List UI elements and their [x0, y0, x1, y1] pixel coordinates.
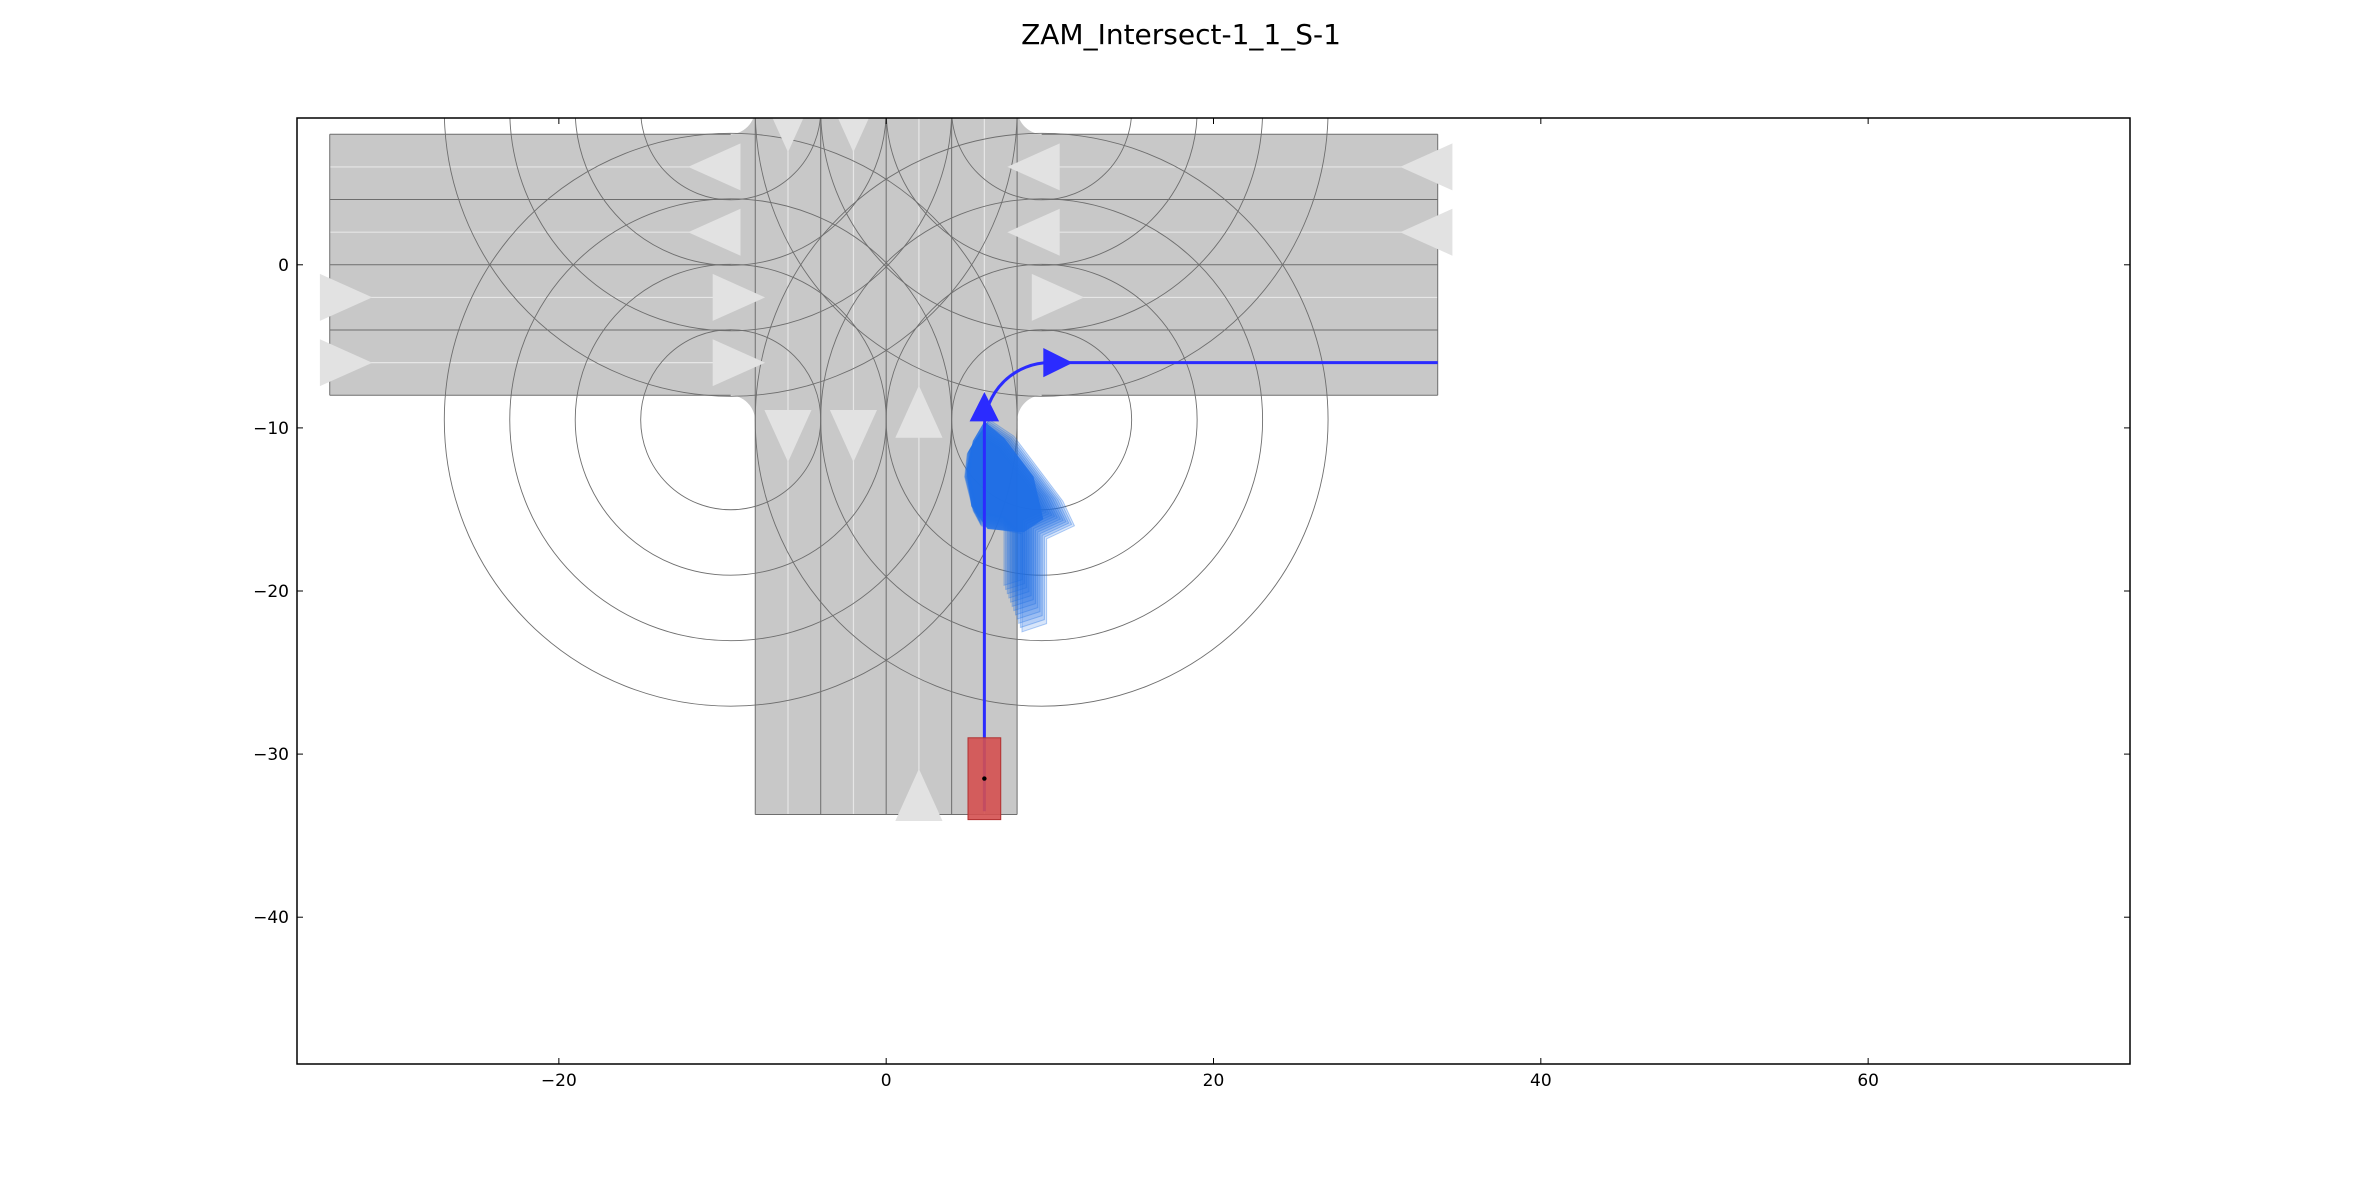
- y-tick-label: −20: [253, 582, 289, 602]
- direction-arrow: [829, 410, 877, 463]
- turning-arc: [885, 263, 1198, 576]
- turning-arc: [885, 118, 1198, 266]
- corner-fillet: [702, 395, 756, 448]
- corner-fillet: [704, 118, 754, 135]
- x-axis-ticks: −20 0 20 40 60: [541, 118, 1879, 1091]
- x-tick-label: 60: [1857, 1071, 1879, 1091]
- turning-arc: [443, 118, 1018, 397]
- direction-arrow: [895, 385, 943, 438]
- turning-arc: [640, 118, 821, 201]
- planned-route: [969, 348, 1438, 812]
- direction-arrow: [1400, 208, 1453, 256]
- direction-arrow: [319, 339, 373, 387]
- turning-arc: [754, 118, 1329, 397]
- direction-arrow: [1007, 208, 1060, 256]
- y-tick-label: −30: [253, 745, 289, 765]
- corner-fillet: [1017, 395, 1070, 448]
- turning-arc: [820, 198, 1264, 642]
- route-arrow-up: [969, 392, 1000, 422]
- direction-arrow: [895, 768, 943, 821]
- turning-arc: [951, 329, 1133, 511]
- x-tick-label: 0: [881, 1071, 892, 1091]
- y-tick-label: 0: [278, 256, 289, 276]
- direction-arrow: [712, 273, 766, 321]
- turning-arc: [575, 118, 887, 266]
- x-tick-label: 40: [1530, 1071, 1552, 1091]
- x-tick-label: 20: [1203, 1071, 1225, 1091]
- direction-arrow: [1007, 143, 1060, 191]
- y-axis-ticks: 0 −10 −20 −30 −40: [253, 256, 2130, 928]
- turning-arc: [951, 118, 1132, 201]
- direction-arrow: [712, 339, 766, 387]
- plot-title: ZAM_Intersect-1_1_S-1: [1021, 18, 1341, 51]
- vehicle-center: [982, 776, 987, 781]
- road-network: [329, 118, 1439, 815]
- x-tick-label: −20: [541, 1071, 577, 1091]
- turning-arc: [820, 118, 1263, 332]
- direction-arrow: [1400, 143, 1453, 191]
- route-arrow-right: [1043, 348, 1073, 378]
- direction-arrow: [772, 118, 804, 153]
- direction-arrow: [1031, 273, 1085, 321]
- direction-arrow: [764, 410, 812, 463]
- y-tick-label: −10: [253, 419, 289, 439]
- y-tick-label: −40: [253, 908, 289, 928]
- map-layer: [319, 118, 1453, 821]
- turning-arc: [509, 118, 952, 332]
- ego-vehicle: [967, 737, 1002, 821]
- lane-direction-arrows: [319, 118, 1453, 821]
- turning-arc: [443, 132, 1018, 707]
- direction-arrow: [688, 208, 741, 256]
- corner-fillet: [1019, 118, 1068, 135]
- turning-arcs: [443, 118, 1329, 707]
- direction-arrow: [688, 143, 741, 191]
- direction-arrow: [319, 273, 373, 321]
- direction-arrow: [837, 118, 869, 153]
- turning-arc: [754, 132, 1329, 707]
